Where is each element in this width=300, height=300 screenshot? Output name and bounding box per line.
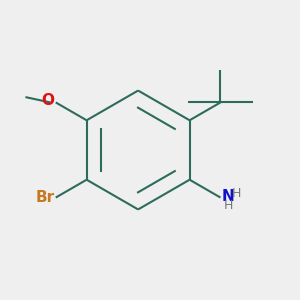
Text: H: H <box>232 188 241 200</box>
Text: O: O <box>41 94 54 109</box>
Text: N: N <box>222 189 235 204</box>
Text: Br: Br <box>35 190 54 205</box>
Text: H: H <box>224 200 233 212</box>
